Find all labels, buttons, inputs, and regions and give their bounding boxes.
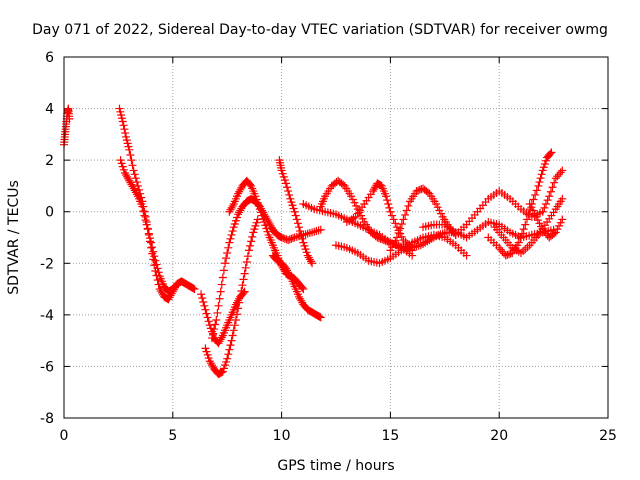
data-point-markers: [268, 251, 325, 322]
data-point-markers: [275, 156, 317, 268]
data-point-markers: [116, 156, 182, 296]
y-tick-label: -8: [40, 411, 54, 427]
series-sat-track-3: [116, 156, 182, 296]
series-sat-track-5: [201, 215, 262, 379]
x-tick-label: 15: [381, 428, 399, 444]
data-series: [60, 104, 567, 379]
x-axis-label: GPS time / hours: [277, 458, 394, 474]
x-tick-label: 25: [599, 428, 617, 444]
data-point-markers: [525, 199, 567, 242]
y-tick-label: -2: [40, 256, 54, 272]
x-tick-label: 10: [273, 428, 291, 444]
series-sat-track-14: [386, 184, 460, 255]
x-tick-label: 5: [168, 428, 177, 444]
y-tick-label: 4: [45, 102, 54, 118]
x-tick-label: 20: [490, 428, 508, 444]
data-point-markers: [201, 215, 262, 379]
y-tick-label: 6: [45, 50, 54, 66]
axes: 0 5 10 15 20 25 -8 -6 -4 -2 0 2 4 6: [40, 50, 617, 444]
data-point-markers: [451, 166, 567, 239]
data-point-markers: [386, 184, 460, 255]
series-sat-track-16: [451, 166, 567, 239]
y-axis-label: SDTVAR / TECUs: [6, 180, 22, 295]
plot-frame: [63, 56, 609, 419]
x-tick-label: 0: [60, 428, 69, 444]
series-sat-track-8: [268, 251, 325, 322]
y-tick-label: -4: [40, 308, 54, 324]
series-sat-track-9: [275, 156, 317, 268]
y-tick-label: 2: [45, 153, 54, 169]
y-tick-label: 0: [45, 205, 54, 221]
chart-title: Day 071 of 2022, Sidereal Day-to-day VTE…: [32, 22, 608, 38]
series-sat-track-19: [525, 199, 567, 242]
y-tick-label: -6: [40, 359, 54, 375]
